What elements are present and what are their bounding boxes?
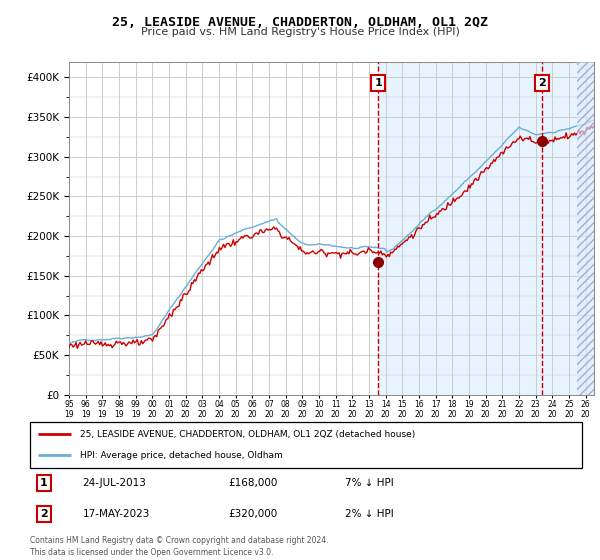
- Bar: [379, 62, 600, 395]
- Text: 2: 2: [40, 509, 47, 519]
- Text: 25, LEASIDE AVENUE, CHADDERTON, OLDHAM, OL1 2QZ: 25, LEASIDE AVENUE, CHADDERTON, OLDHAM, …: [112, 16, 488, 29]
- Text: 2% ↓ HPI: 2% ↓ HPI: [344, 509, 394, 519]
- Text: Price paid vs. HM Land Registry's House Price Index (HPI): Price paid vs. HM Land Registry's House …: [140, 27, 460, 38]
- Text: 7% ↓ HPI: 7% ↓ HPI: [344, 478, 394, 488]
- Text: 1: 1: [374, 78, 382, 88]
- Text: Contains HM Land Registry data © Crown copyright and database right 2024.
This d: Contains HM Land Registry data © Crown c…: [30, 536, 329, 557]
- Bar: [577, 0, 600, 395]
- Text: 2: 2: [538, 78, 546, 88]
- Text: £168,000: £168,000: [229, 478, 278, 488]
- Text: 25, LEASIDE AVENUE, CHADDERTON, OLDHAM, OL1 2QZ (detached house): 25, LEASIDE AVENUE, CHADDERTON, OLDHAM, …: [80, 430, 415, 439]
- Text: HPI: Average price, detached house, Oldham: HPI: Average price, detached house, Oldh…: [80, 451, 283, 460]
- Text: £320,000: £320,000: [229, 509, 278, 519]
- Bar: [577, 0, 600, 395]
- Text: 24-JUL-2013: 24-JUL-2013: [82, 478, 146, 488]
- Text: 1: 1: [40, 478, 47, 488]
- Text: 17-MAY-2023: 17-MAY-2023: [82, 509, 150, 519]
